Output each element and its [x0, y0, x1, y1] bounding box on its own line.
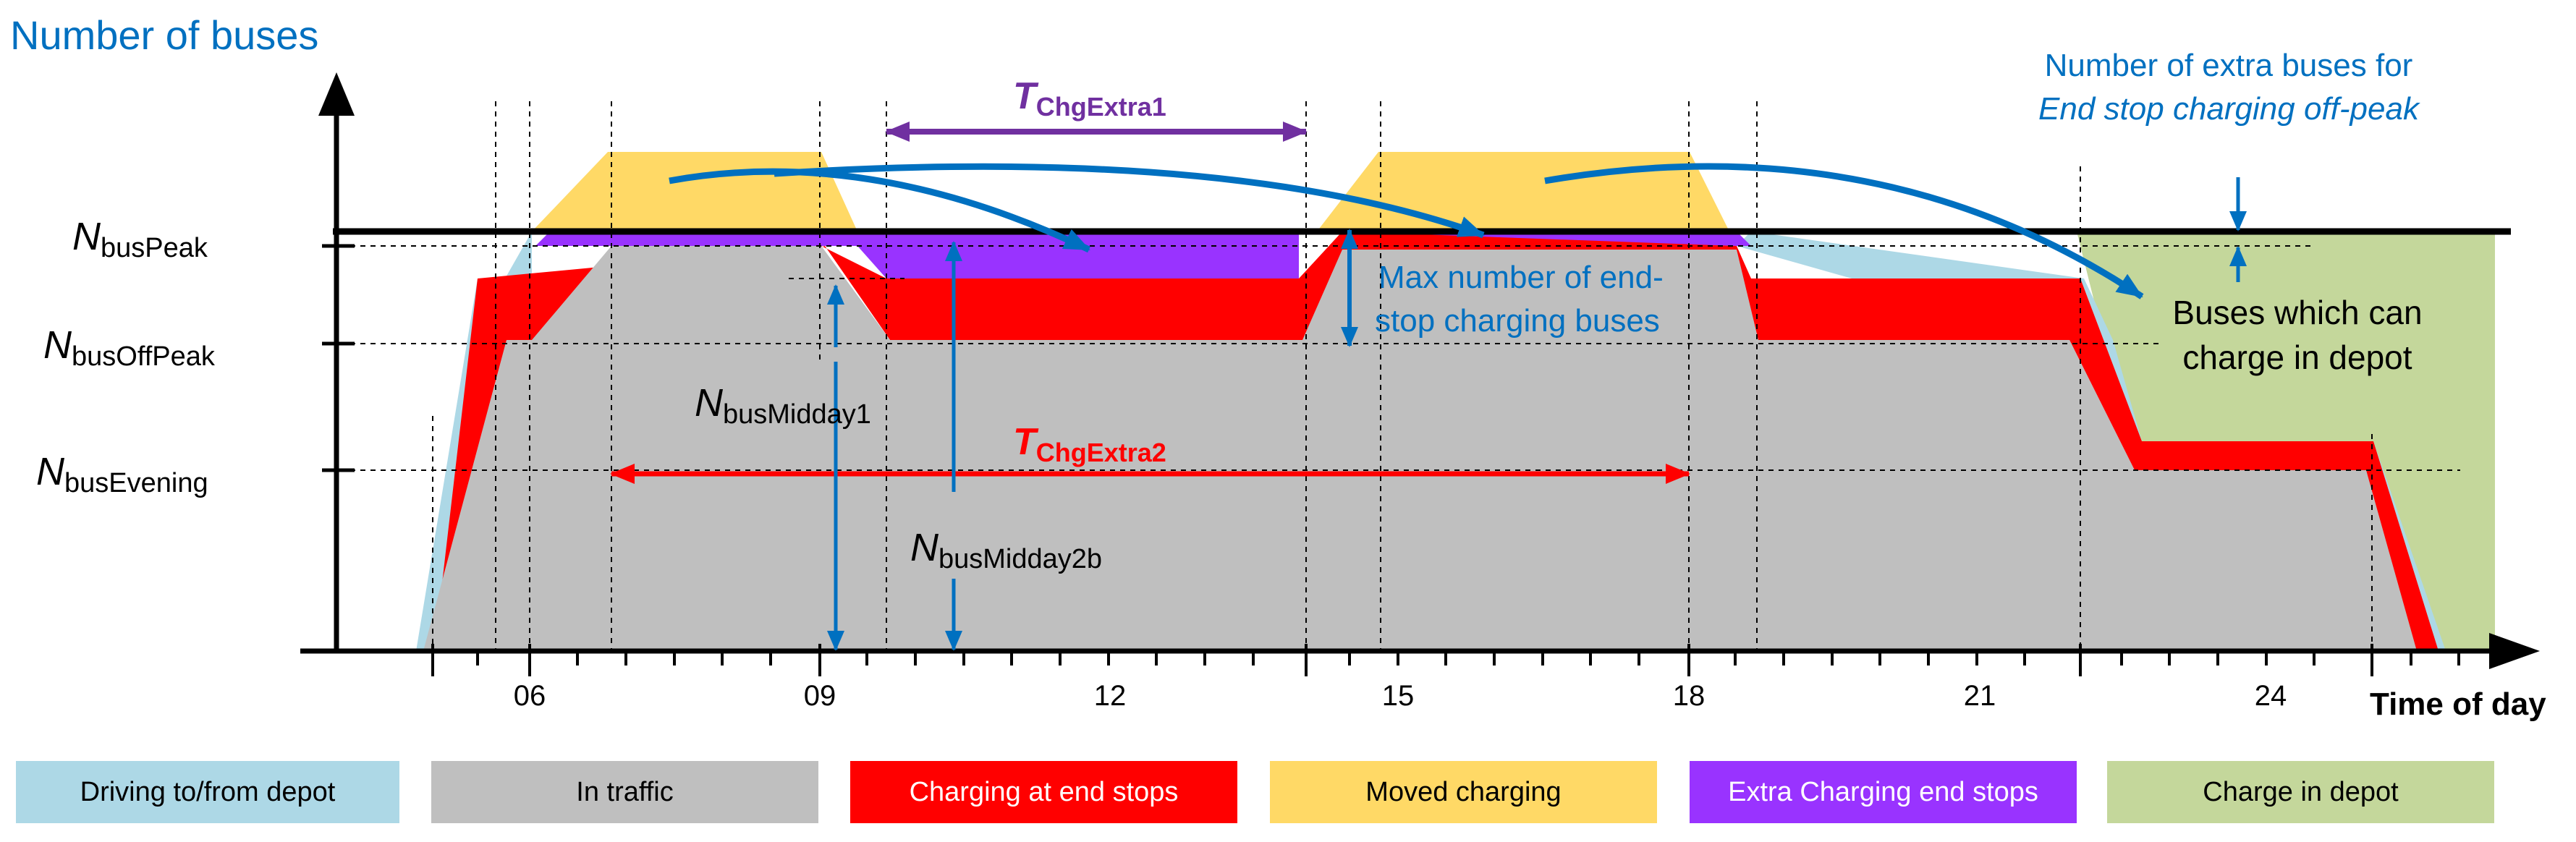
- x-tick-label: 12: [1094, 680, 1127, 712]
- y-label-bus-peak: NbusPeak: [72, 215, 208, 263]
- moved-charging-arrow-1: [669, 168, 1090, 253]
- t-chg-extra2-label: TChgExtra2: [1013, 421, 1166, 467]
- extra-buses-text-1: Number of extra buses for: [2045, 48, 2413, 83]
- depot-text-1: Buses which can: [2172, 294, 2422, 331]
- x-tick-label: 15: [1382, 680, 1415, 712]
- legend-label: Charging at end stops: [909, 776, 1179, 807]
- x-tick-label: 18: [1673, 680, 1706, 712]
- legend-in-traffic: In traffic: [431, 761, 818, 823]
- time-marker-lines: [432, 101, 2373, 655]
- t-chg-extra1-label: TChgExtra1: [1013, 75, 1166, 122]
- depot-text-2: charge in depot: [2182, 339, 2412, 376]
- legend-label: Moved charging: [1365, 776, 1562, 807]
- x-ticks: [431, 644, 2460, 676]
- legend-charging-end-stops: Charging at end stops: [850, 761, 1237, 823]
- x-axis-label: Time of day: [2370, 686, 2546, 722]
- n-midday2b-label: NbusMidday2b: [910, 526, 1102, 574]
- area-in-traffic: [423, 246, 2417, 651]
- area-moved-charging-2: [1317, 152, 1729, 231]
- y-label-bus-evening: NbusEvening: [36, 450, 208, 498]
- moved-charging-arrow-2: [774, 163, 1485, 239]
- legend-charge-in-depot: Charge in depot: [2107, 761, 2494, 823]
- area-extra-charging-1: [535, 231, 1299, 278]
- x-axis-arrowhead: [2489, 633, 2540, 669]
- level-dashed-lines: [340, 245, 2460, 471]
- area-charge-in-depot: [1729, 231, 2495, 651]
- moved-charging-arrow-3: [1544, 163, 2144, 299]
- diagram-title: Number of buses: [10, 12, 318, 58]
- x-tick-labels: 06 09 12 15 18 21 24: [514, 680, 2287, 712]
- legend-label: Extra Charging end stops: [1728, 776, 2038, 807]
- x-tick-label: 24: [2255, 680, 2287, 712]
- x-tick-label: 09: [804, 680, 836, 712]
- max-endstop-text-1: Max number of end-: [1378, 260, 1664, 295]
- y-axis-arrowhead: [318, 72, 355, 116]
- area-moved-charging-1: [532, 152, 857, 231]
- legend-extra-charging: Extra Charging end stops: [1690, 761, 2077, 823]
- x-tick-label: 21: [1964, 680, 1996, 712]
- legend-label: Charge in depot: [2203, 776, 2399, 807]
- n-midday1-label: NbusMidday1: [695, 381, 871, 430]
- x-tick-label: 06: [514, 680, 546, 712]
- legend-label: Driving to/from depot: [80, 776, 336, 807]
- legend-moved-charging: Moved charging: [1270, 761, 1657, 823]
- extra-buses-text-2: End stop charging off-peak: [2038, 91, 2420, 127]
- area-charging-end-stops: [434, 231, 2439, 651]
- y-label-bus-offpeak: NbusOffPeak: [43, 323, 216, 372]
- legend-label: In traffic: [576, 776, 674, 807]
- legend-driving-depot: Driving to/from depot: [16, 761, 399, 823]
- y-ticks: [322, 244, 355, 472]
- max-endstop-text-2: stop charging buses: [1375, 303, 1660, 339]
